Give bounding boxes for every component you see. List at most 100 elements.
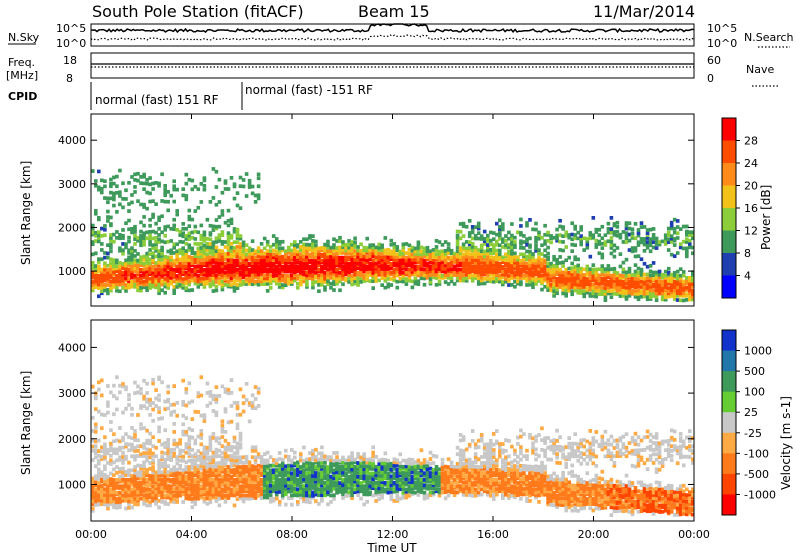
heatmap-cell bbox=[259, 272, 264, 277]
heatmap-cell bbox=[232, 248, 237, 253]
heatmap-cell bbox=[311, 248, 315, 253]
heatmap-cell bbox=[103, 473, 107, 477]
heatmap-cell bbox=[326, 279, 330, 284]
heatmap-cell bbox=[507, 270, 511, 274]
heatmap-cell bbox=[115, 438, 119, 443]
heatmap-cell bbox=[495, 279, 499, 283]
heatmap-cell bbox=[187, 233, 192, 238]
heatmap-cell bbox=[220, 213, 225, 217]
heatmap-cell bbox=[344, 467, 348, 472]
heatmap-cell bbox=[229, 276, 234, 281]
heatmap-cell bbox=[184, 432, 189, 437]
heatmap-cell bbox=[356, 452, 360, 456]
heatmap-cell bbox=[250, 470, 255, 475]
heatmap-cell bbox=[639, 240, 644, 245]
heatmap-cell bbox=[591, 274, 596, 278]
heatmap-cell bbox=[256, 275, 261, 280]
heatmap-cell bbox=[377, 246, 381, 250]
heatmap-cell bbox=[392, 487, 397, 491]
heatmap-cell bbox=[458, 222, 463, 226]
heatmap-cell bbox=[470, 241, 475, 246]
heatmap-cell bbox=[142, 239, 146, 243]
heatmap-cell bbox=[235, 286, 240, 290]
heatmap-cell bbox=[498, 227, 502, 231]
heatmap-cell bbox=[588, 276, 593, 281]
heatmap-cell bbox=[386, 277, 391, 281]
heatmap-cell bbox=[247, 261, 252, 266]
heatmap-cell bbox=[238, 496, 243, 501]
heatmap-cell bbox=[232, 240, 237, 244]
heatmap-cell bbox=[250, 490, 255, 495]
heatmap-cell bbox=[208, 275, 213, 280]
heatmap-cell bbox=[290, 242, 294, 247]
heatmap-cell bbox=[633, 236, 638, 241]
heatmap-cell bbox=[175, 444, 179, 449]
heatmap-cell bbox=[522, 267, 526, 271]
heatmap-cell bbox=[389, 464, 394, 468]
heatmap-cell bbox=[160, 199, 164, 203]
heatmap-cell bbox=[199, 474, 204, 479]
heatmap-cell bbox=[169, 251, 173, 255]
heatmap-cell bbox=[226, 246, 231, 250]
heatmap-cell bbox=[534, 264, 538, 269]
heatmap-cell bbox=[347, 276, 351, 281]
heatmap-cell bbox=[510, 245, 514, 250]
heatmap-cell bbox=[446, 255, 451, 260]
heatmap-cell bbox=[241, 260, 246, 264]
heatmap-cell bbox=[157, 233, 161, 237]
heatmap-cell bbox=[380, 263, 384, 268]
heatmap-cell bbox=[253, 275, 258, 280]
heatmap-cell bbox=[510, 283, 514, 287]
heatmap-cell bbox=[148, 400, 152, 404]
heatmap-cell bbox=[404, 474, 409, 478]
heatmap-cell bbox=[229, 476, 234, 481]
heatmap-cell bbox=[615, 286, 620, 290]
heatmap-cell bbox=[383, 264, 388, 268]
heatmap-cell bbox=[398, 254, 403, 259]
heatmap-cell bbox=[353, 468, 357, 472]
heatmap-cell bbox=[178, 438, 182, 442]
heatmap-cell bbox=[648, 295, 653, 300]
heatmap-cell bbox=[359, 496, 363, 501]
heatmap-cell bbox=[274, 483, 279, 488]
heatmap-cell bbox=[534, 272, 538, 277]
heatmap-cell bbox=[217, 484, 222, 489]
heatmap-cell bbox=[253, 448, 258, 453]
heatmap-cell bbox=[133, 493, 137, 497]
heatmap-cell bbox=[145, 503, 149, 508]
heatmap-cell bbox=[389, 261, 394, 266]
heatmap-cell bbox=[293, 493, 297, 498]
heatmap-cell bbox=[555, 261, 559, 265]
heatmap-cell bbox=[160, 493, 164, 498]
heatmap-cell bbox=[669, 234, 674, 238]
y-tick-label: 3000 bbox=[58, 178, 86, 191]
heatmap-cell bbox=[112, 489, 116, 494]
heatmap-cell bbox=[220, 267, 225, 271]
heatmap-cell bbox=[362, 492, 366, 497]
heatmap-cell bbox=[404, 487, 409, 492]
heatmap-cell bbox=[112, 505, 116, 510]
heatmap-cell bbox=[594, 270, 599, 275]
heatmap-cell bbox=[624, 231, 629, 235]
heatmap-cell bbox=[470, 278, 475, 283]
heatmap-cell bbox=[612, 269, 617, 274]
heatmap-cell bbox=[585, 270, 590, 274]
heatmap-cell bbox=[615, 273, 620, 278]
heatmap-cell bbox=[121, 484, 125, 489]
heatmap-cell bbox=[238, 465, 243, 469]
heatmap-cell bbox=[265, 272, 270, 277]
heatmap-cell bbox=[271, 276, 276, 281]
heatmap-cell bbox=[190, 497, 195, 501]
heatmap-cell bbox=[214, 474, 219, 479]
heatmap-cell bbox=[498, 264, 502, 268]
heatmap-cell bbox=[347, 267, 351, 271]
heatmap-cell bbox=[193, 466, 198, 471]
heatmap-cell bbox=[109, 242, 113, 247]
heatmap-cell bbox=[320, 454, 324, 458]
heatmap-cell bbox=[582, 275, 586, 280]
heatmap-cell bbox=[467, 266, 472, 271]
heatmap-cell bbox=[262, 452, 267, 456]
heatmap-cell bbox=[329, 489, 333, 493]
heatmap-cell bbox=[552, 289, 556, 293]
heatmap-cell bbox=[543, 248, 547, 253]
